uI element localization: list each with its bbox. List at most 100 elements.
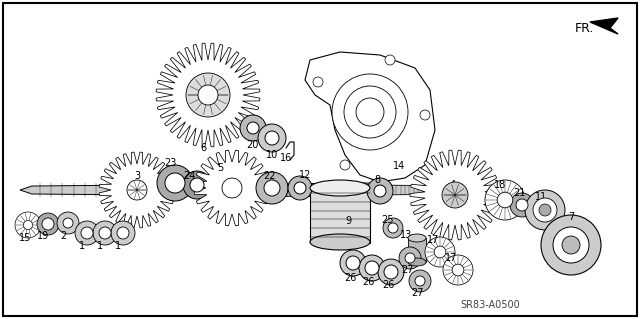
Ellipse shape: [310, 180, 370, 196]
Circle shape: [452, 264, 464, 276]
Circle shape: [383, 218, 403, 238]
Circle shape: [541, 215, 601, 275]
Text: 16: 16: [280, 153, 292, 163]
Circle shape: [497, 192, 513, 208]
Circle shape: [346, 256, 360, 270]
Circle shape: [420, 110, 430, 120]
Circle shape: [190, 178, 204, 192]
Text: 10: 10: [266, 150, 278, 160]
Text: FR.: FR.: [575, 21, 595, 34]
Text: 1: 1: [115, 241, 121, 251]
Text: 26: 26: [382, 280, 394, 290]
Bar: [310, 188, 370, 243]
Circle shape: [75, 221, 99, 245]
Circle shape: [256, 172, 288, 204]
Text: 9: 9: [345, 216, 351, 226]
Circle shape: [356, 98, 384, 126]
Text: 19: 19: [37, 231, 49, 241]
Circle shape: [553, 227, 589, 263]
Circle shape: [516, 199, 528, 211]
Circle shape: [399, 247, 421, 269]
Circle shape: [222, 178, 242, 198]
Text: 14: 14: [393, 161, 405, 171]
Circle shape: [405, 253, 415, 263]
Polygon shape: [370, 185, 470, 195]
Circle shape: [485, 180, 525, 220]
Circle shape: [415, 276, 425, 286]
Polygon shape: [156, 43, 260, 147]
Text: 15: 15: [19, 233, 31, 243]
Text: 12: 12: [299, 170, 311, 180]
Circle shape: [288, 176, 312, 200]
Circle shape: [63, 218, 73, 228]
Text: 25: 25: [381, 215, 394, 225]
Circle shape: [442, 182, 468, 208]
Circle shape: [294, 182, 306, 194]
Circle shape: [344, 86, 396, 138]
Circle shape: [15, 212, 41, 238]
Polygon shape: [194, 150, 270, 226]
Polygon shape: [590, 18, 618, 34]
Text: 6: 6: [200, 143, 206, 153]
Text: 5: 5: [217, 163, 223, 173]
Circle shape: [525, 190, 565, 230]
Text: 18: 18: [494, 180, 506, 190]
Circle shape: [42, 218, 54, 230]
Circle shape: [127, 180, 147, 200]
Text: 8: 8: [374, 175, 380, 185]
Circle shape: [332, 74, 408, 150]
Circle shape: [367, 178, 393, 204]
Text: 20: 20: [246, 140, 258, 150]
Circle shape: [533, 198, 557, 222]
Text: 7: 7: [568, 212, 574, 222]
Circle shape: [340, 250, 366, 276]
Text: 17: 17: [445, 253, 457, 263]
Text: 24: 24: [183, 171, 195, 181]
Circle shape: [384, 265, 398, 279]
Circle shape: [111, 221, 135, 245]
Circle shape: [388, 223, 398, 233]
Bar: [408, 238, 426, 262]
Circle shape: [81, 227, 93, 239]
Circle shape: [183, 171, 211, 199]
Text: 1: 1: [97, 241, 103, 251]
Ellipse shape: [408, 234, 426, 242]
Circle shape: [247, 122, 259, 134]
Circle shape: [37, 213, 59, 235]
Circle shape: [359, 255, 385, 281]
Polygon shape: [410, 150, 500, 240]
Circle shape: [258, 124, 286, 152]
Text: 21: 21: [513, 188, 525, 198]
Text: 22: 22: [264, 171, 276, 181]
Circle shape: [562, 236, 580, 254]
Circle shape: [198, 85, 218, 105]
Circle shape: [340, 160, 350, 170]
Circle shape: [510, 193, 534, 217]
Circle shape: [409, 270, 431, 292]
Circle shape: [539, 204, 551, 216]
Circle shape: [186, 73, 230, 117]
Text: 13: 13: [400, 230, 412, 240]
Ellipse shape: [408, 258, 426, 266]
Text: 26: 26: [362, 277, 374, 287]
Text: 27: 27: [402, 265, 414, 275]
Circle shape: [443, 255, 473, 285]
Ellipse shape: [310, 234, 370, 250]
Circle shape: [434, 246, 446, 258]
Circle shape: [313, 77, 323, 87]
Circle shape: [117, 227, 129, 239]
Text: 27: 27: [412, 288, 424, 298]
Text: SR83-A0500: SR83-A0500: [460, 300, 520, 310]
Circle shape: [365, 261, 379, 275]
Text: 2: 2: [60, 231, 66, 241]
Circle shape: [265, 131, 279, 145]
Circle shape: [165, 173, 185, 193]
Circle shape: [374, 185, 386, 197]
Text: 1: 1: [79, 241, 85, 251]
Circle shape: [157, 165, 193, 201]
Circle shape: [425, 237, 455, 267]
Text: 17: 17: [427, 235, 439, 245]
Text: 4: 4: [450, 180, 456, 190]
Circle shape: [24, 220, 33, 230]
Text: 3: 3: [134, 171, 140, 181]
